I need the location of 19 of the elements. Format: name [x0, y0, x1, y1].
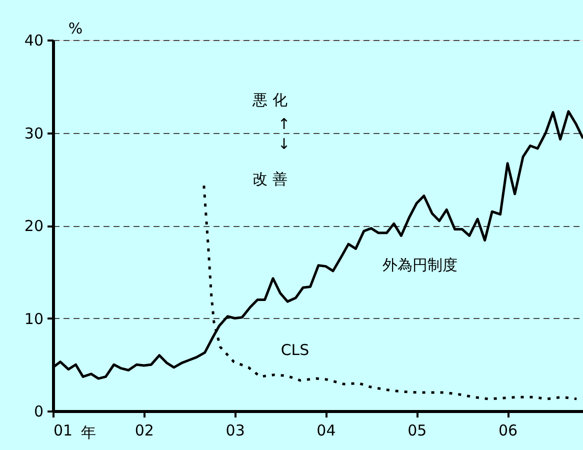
x-axis-title: 年	[81, 424, 96, 442]
annotation: ↑	[278, 115, 290, 133]
annotation: 悪 化	[252, 91, 288, 109]
x-tick-label: 06	[498, 422, 518, 440]
y-tick-label: 10	[24, 310, 44, 328]
x-tick-label: 03	[226, 422, 245, 440]
annotation: ↓	[278, 135, 290, 153]
y-tick-label: 40	[24, 32, 44, 50]
y-tick-label: 30	[24, 124, 44, 142]
y-tick-label: 0	[34, 402, 44, 420]
series-label: 外為円制度	[382, 256, 458, 274]
y-axis-title: %	[68, 20, 83, 38]
x-tick-label: 02	[134, 422, 154, 440]
series-label: CLS	[280, 341, 310, 359]
x-tick-label: 05	[408, 422, 427, 440]
y-tick-label: 20	[24, 217, 44, 235]
x-tick-label: 04	[316, 422, 336, 440]
annotation: 改 善	[252, 170, 288, 188]
x-tick-label: 01	[54, 422, 73, 440]
